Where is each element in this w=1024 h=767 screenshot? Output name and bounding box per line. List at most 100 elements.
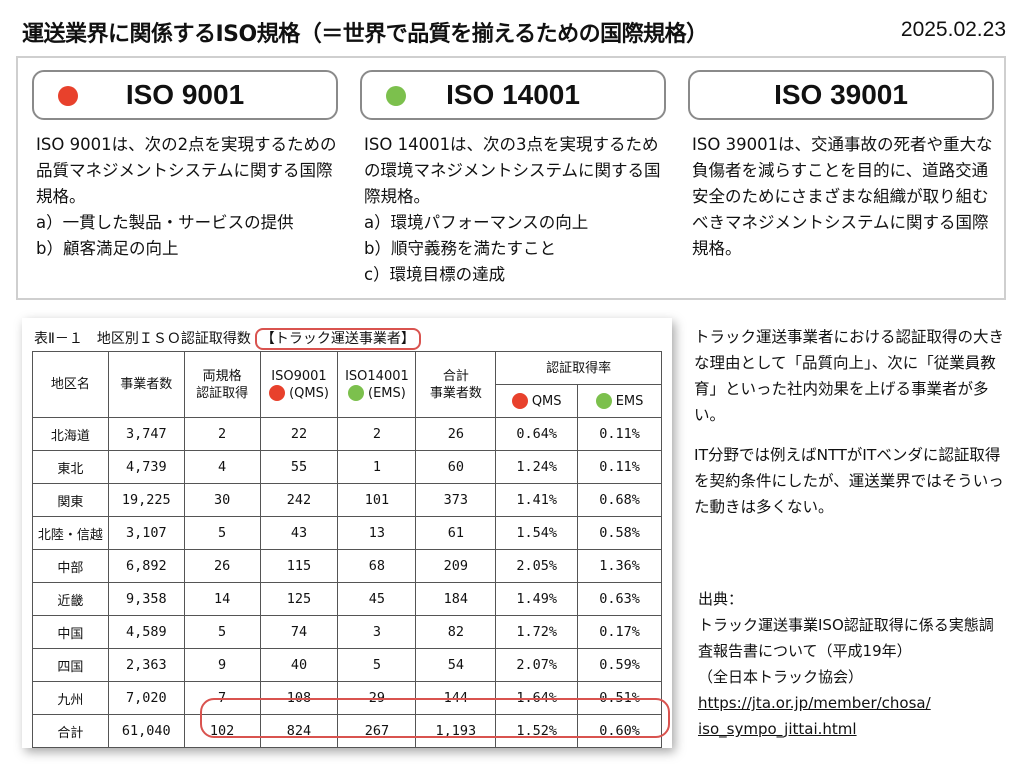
region-cell: 合計 [32, 714, 109, 748]
table-cell: 0.64% [495, 417, 579, 451]
iso-desc-line: a）環境パフォーマンスの向上 [364, 213, 589, 232]
table-cell: 184 [415, 582, 497, 616]
table-cell: 115 [259, 549, 339, 583]
table-row: 東北 4,739 4 55 1 60 1.24% 0.11% [32, 450, 662, 484]
source-title: トラック運送事業ISO認証取得に係る実態調査報告書について（平成19年） [698, 616, 994, 660]
commentary: トラック運送事業者における認証取得の大きな理由として「品質向上」、次に「従業員教… [694, 324, 1014, 534]
region-cell: 北海道 [32, 417, 109, 451]
table-cell: 0.60% [577, 714, 662, 748]
region-cell: 四国 [32, 648, 109, 682]
iso-desc-line: a）一貫した製品・サービスの提供 [36, 213, 294, 232]
iso-desc-line: b）順守義務を満たすこと [364, 239, 556, 258]
table-cell: 4,589 [107, 615, 185, 649]
green-dot-icon [348, 385, 365, 401]
commentary-paragraph: トラック運送事業者における認証取得の大きな理由として「品質向上」、次に「従業員教… [694, 328, 1005, 424]
table-cell: 2 [183, 417, 261, 451]
iso-desc-line: b）顧客満足の向上 [36, 239, 179, 258]
table-cell: 26 [183, 549, 261, 583]
header-ems: EMS [577, 384, 662, 418]
table-cell: 3,747 [107, 417, 185, 451]
table-cell: 54 [415, 648, 497, 682]
iso-name: ISO 39001 [774, 79, 908, 110]
red-dot-icon [58, 86, 78, 106]
table-cell: 7 [183, 681, 261, 715]
region-cell: 東北 [32, 450, 109, 484]
table-cell: 0.11% [577, 417, 662, 451]
table-cell: 242 [259, 483, 339, 517]
source-link[interactable]: https://jta.or.jp/member/chosa/ [698, 694, 931, 712]
region-stats-table-card: 表Ⅱ－１ 地区別ＩＳＯ認証取得数 【トラック運送事業者】 地区名 事業者数 両規格… [22, 318, 672, 748]
table-cell: 2.05% [495, 549, 579, 583]
region-cell: 中国 [32, 615, 109, 649]
table-cell: 3 [337, 615, 417, 649]
table-row: 中国 4,589 5 74 3 82 1.72% 0.17% [32, 615, 662, 649]
table-cell: 14 [183, 582, 261, 616]
table-cell: 1.36% [577, 549, 662, 583]
table-cell: 6,892 [107, 549, 185, 583]
table-cell: 26 [415, 417, 497, 451]
table-cell: 5 [183, 615, 261, 649]
table-cell: 102 [183, 714, 261, 748]
table-row: 九州 7,020 7 108 29 144 1.64% 0.51% [32, 681, 662, 715]
table-cell: 0.11% [577, 450, 662, 484]
table-cell: 43 [259, 516, 339, 550]
table-cell: 9,358 [107, 582, 185, 616]
iso-39001-card: ISO 39001 ISO 39001は、交通事故の死者や重大な負傷者を減らすこ… [688, 70, 994, 262]
table-row: 四国 2,363 9 40 5 54 2.07% 0.59% [32, 648, 662, 682]
table-cell: 4 [183, 450, 261, 484]
iso-14001-card: ISO 14001 ISO 14001は、次の3点を実現するための環境マネジメン… [360, 70, 666, 288]
header-businesses: 事業者数 [107, 351, 185, 418]
table-caption-highlight: 【トラック運送事業者】 [254, 328, 421, 350]
header-region: 地区名 [32, 351, 109, 418]
page-title: 運送業界に関係するISO規格（＝世界で品質を揃えるための国際規格） [22, 22, 708, 47]
commentary-paragraph: IT分野では例えばNTTがITベンダに認証取得を契約条件にしたが、運送業界ではそ… [694, 446, 1004, 516]
table-cell: 5 [183, 516, 261, 550]
green-dot-icon [595, 393, 612, 409]
table-cell: 1.49% [495, 582, 579, 616]
region-cell: 近畿 [32, 582, 109, 616]
table-cell: 82 [415, 615, 497, 649]
source-link[interactable]: iso_sympo_jittai.html [698, 720, 857, 738]
table-cell: 61 [415, 516, 497, 550]
table-cell: 68 [337, 549, 417, 583]
iso-desc-line: ISO 9001は、次の2点を実現するための品質マネジメントシステムに関する国際… [36, 135, 337, 206]
iso-desc-line: ISO 39001は、交通事故の死者や重大な負傷者を減らすことを目的に、道路交通… [692, 135, 993, 258]
table-caption-text: 表Ⅱ－１ 地区別ＩＳＯ認証取得数 [34, 331, 251, 347]
iso-39001-pill: ISO 39001 [688, 70, 994, 120]
table-cell: 2,363 [107, 648, 185, 682]
table-cell: 9 [183, 648, 261, 682]
table-cell: 30 [183, 483, 261, 517]
iso-desc-line: ISO 14001は、次の3点を実現するための環境マネジメントシステムに関する国… [364, 135, 661, 206]
table-cell: 824 [259, 714, 339, 748]
table-cell: 3,107 [107, 516, 185, 550]
region-cell: 北陸・信越 [32, 516, 109, 550]
iso-standards-panel: ISO 9001 ISO 9001は、次の2点を実現するための品質マネジメントシ… [16, 56, 1006, 300]
table-row: 北海道 3,747 2 22 2 26 0.64% 0.11% [32, 417, 662, 451]
iso-14001-pill: ISO 14001 [360, 70, 666, 120]
table-cell: 2 [337, 417, 417, 451]
table-row: 近畿 9,358 14 125 45 184 1.49% 0.63% [32, 582, 662, 616]
iso-description: ISO 39001は、交通事故の死者や重大な負傷者を減らすことを目的に、道路交通… [688, 132, 994, 262]
table-cell: 209 [415, 549, 497, 583]
table-cell: 1,193 [415, 714, 497, 748]
table-cell: 40 [259, 648, 339, 682]
table-cell: 29 [337, 681, 417, 715]
table-cell: 373 [415, 483, 497, 517]
table-cell: 0.17% [577, 615, 662, 649]
iso-description: ISO 9001は、次の2点を実現するための品質マネジメントシステムに関する国際… [32, 132, 338, 262]
table-cell: 5 [337, 648, 417, 682]
table-cell: 0.58% [577, 516, 662, 550]
table-cell: 1.52% [495, 714, 579, 748]
table-cell: 0.63% [577, 582, 662, 616]
table-cell: 144 [415, 681, 497, 715]
iso-description: ISO 14001は、次の3点を実現するための環境マネジメントシステムに関する国… [360, 132, 666, 288]
iso-9001-pill: ISO 9001 [32, 70, 338, 120]
table-cell: 1.72% [495, 615, 579, 649]
table-cell: 0.68% [577, 483, 662, 517]
table-cell: 45 [337, 582, 417, 616]
table-cell: 1 [337, 450, 417, 484]
header-total: 合計 事業者数 [415, 351, 497, 418]
table-cell: 108 [259, 681, 339, 715]
table-cell: 19,225 [107, 483, 185, 517]
iso-desc-line: c）環境目標の達成 [364, 265, 506, 284]
